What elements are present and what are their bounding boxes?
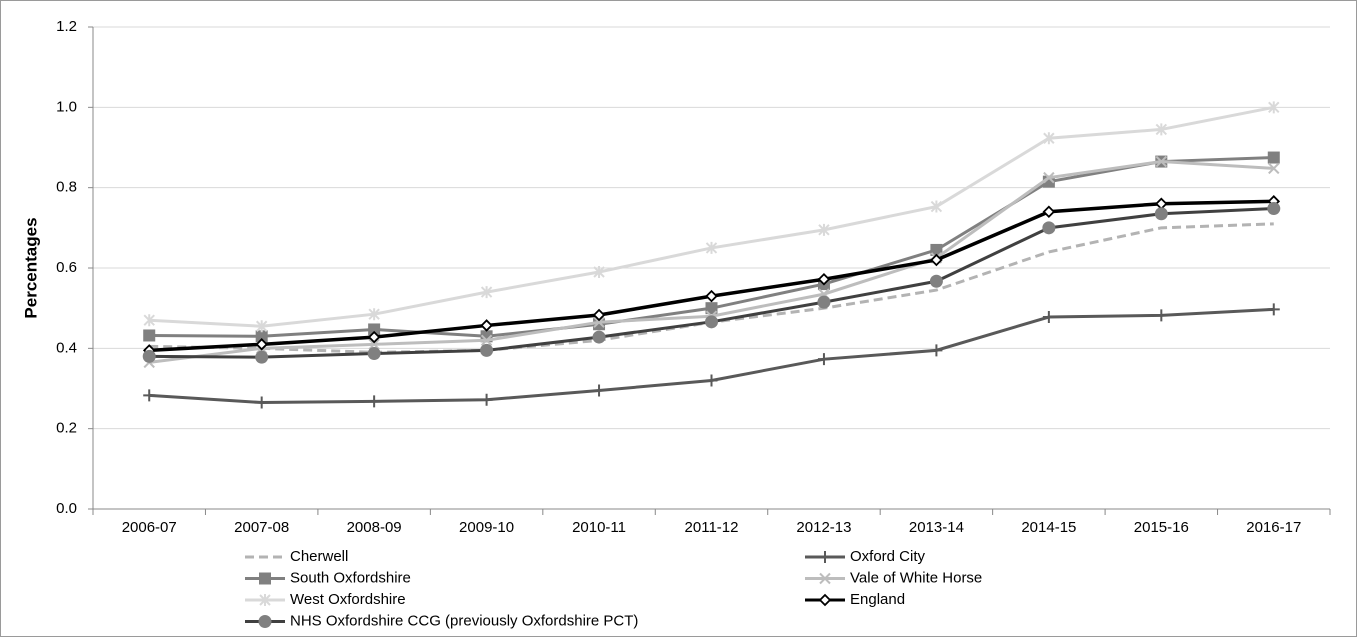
y-axis-label: Percentages [21, 217, 40, 318]
legend-label: Oxford City [850, 548, 926, 565]
marker [1267, 151, 1280, 164]
legend-label: West Oxfordshire [290, 591, 406, 608]
x-tick-label: 2010-11 [572, 519, 626, 536]
y-tick-label: 0.4 [56, 339, 77, 356]
marker [1043, 171, 1055, 184]
x-tick-label: 2013-14 [909, 519, 964, 536]
marker [818, 223, 830, 236]
marker [368, 323, 381, 336]
marker [480, 393, 493, 406]
legend-label: Vale of White Horse [850, 569, 982, 586]
x-tick-label: 2016-17 [1246, 519, 1301, 536]
marker [1154, 207, 1168, 221]
marker [259, 594, 271, 606]
marker [1267, 303, 1280, 316]
y-tick-label: 1.2 [56, 18, 77, 35]
legend-label: England [850, 591, 905, 608]
x-tick-label: 2012-13 [796, 519, 851, 536]
marker [817, 272, 831, 286]
marker [1268, 162, 1280, 175]
marker [1043, 132, 1055, 145]
marker [705, 289, 718, 303]
marker [930, 253, 943, 267]
marker [705, 315, 718, 329]
legend-label: South Oxfordshire [290, 569, 411, 586]
x-tick-label: 2015-16 [1134, 519, 1189, 536]
y-tick-label: 0.8 [56, 179, 77, 196]
x-tick-label: 2007-08 [234, 519, 289, 536]
y-tick-label: 0.6 [56, 259, 77, 276]
marker [480, 319, 493, 332]
marker [255, 350, 269, 364]
marker [817, 295, 831, 309]
marker [930, 200, 943, 213]
marker [255, 396, 268, 409]
marker [593, 384, 606, 397]
marker [592, 330, 606, 344]
marker [480, 343, 494, 357]
marker [930, 243, 943, 256]
marker [368, 308, 380, 321]
marker [705, 302, 718, 315]
marker [1042, 205, 1056, 219]
marker [819, 572, 831, 585]
marker [255, 338, 268, 351]
marker [930, 344, 943, 357]
marker [1267, 202, 1281, 216]
marker [1155, 309, 1168, 322]
marker [255, 330, 268, 343]
marker [705, 241, 718, 254]
marker [1042, 221, 1056, 235]
marker [592, 308, 606, 322]
marker [142, 349, 156, 363]
marker [705, 374, 718, 387]
marker [258, 615, 272, 628]
y-tick-label: 0.0 [56, 500, 77, 517]
marker [259, 572, 271, 585]
legend-label: Cherwell [290, 548, 348, 565]
marker [367, 347, 381, 361]
x-tick-label: 2008-09 [347, 519, 402, 536]
y-tick-label: 0.2 [56, 420, 77, 437]
marker [1155, 155, 1168, 168]
marker [817, 353, 830, 366]
marker [929, 274, 943, 288]
marker [819, 551, 831, 563]
marker [368, 338, 380, 351]
marker [593, 316, 605, 328]
marker [480, 286, 493, 299]
marker [143, 329, 156, 342]
marker [593, 266, 605, 279]
y-tick-label: 1.0 [56, 98, 77, 115]
marker [255, 320, 268, 333]
marker [1042, 311, 1055, 324]
marker [143, 314, 155, 327]
x-tick-label: 2014-15 [1021, 519, 1076, 536]
marker [480, 334, 493, 347]
x-tick-label: 2006-07 [122, 519, 177, 536]
x-tick-label: 2011-12 [685, 519, 739, 536]
legend-label: NHS Oxfordshire CCG (previously Oxfordsh… [290, 612, 638, 629]
marker [1155, 123, 1168, 136]
marker [1268, 101, 1280, 114]
x-tick-label: 2009-10 [459, 519, 514, 536]
marker [818, 593, 832, 607]
marker [367, 330, 381, 344]
marker [368, 395, 381, 408]
marker [143, 389, 156, 402]
